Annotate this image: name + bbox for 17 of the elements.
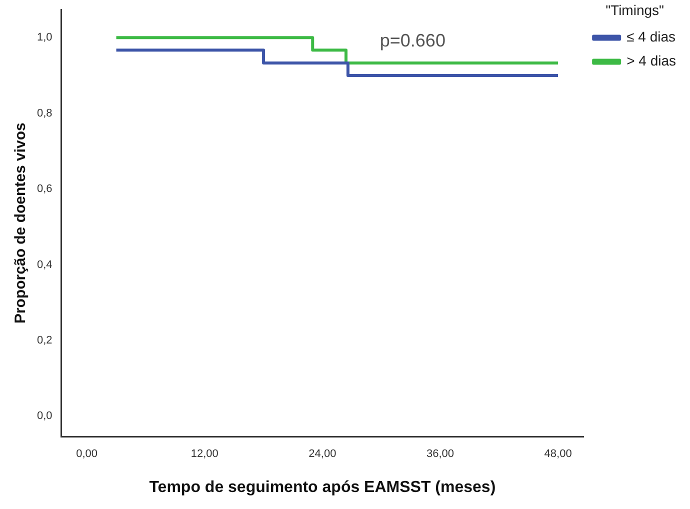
legend-label: > 4 dias bbox=[626, 52, 676, 69]
x-tick-label: 24,00 bbox=[308, 448, 336, 460]
annotation: p=0.660 bbox=[380, 30, 446, 51]
y-tick-label: 1,0 bbox=[36, 32, 52, 44]
legend-title: "Timings" bbox=[606, 2, 664, 18]
y-tick-label: 0,8 bbox=[36, 107, 52, 120]
y-axis-title: Proporção de doentes vivos bbox=[12, 122, 30, 324]
x-tick-label: 36,00 bbox=[426, 448, 454, 460]
x-axis-title: Tempo de seguimento após EAMSST (meses) bbox=[149, 478, 496, 496]
y-tick-label: 0,2 bbox=[36, 334, 52, 346]
y-tick-label: 0,0 bbox=[36, 410, 52, 422]
legend-label: ≤ 4 dias bbox=[626, 28, 676, 45]
x-tick-label: 48,00 bbox=[544, 448, 572, 460]
x-tick-label: 0,00 bbox=[76, 448, 98, 460]
y-tick-label: 0,4 bbox=[36, 258, 52, 271]
x-tick-label: 12,00 bbox=[190, 448, 218, 460]
y-tick-label: 0,6 bbox=[36, 183, 52, 196]
